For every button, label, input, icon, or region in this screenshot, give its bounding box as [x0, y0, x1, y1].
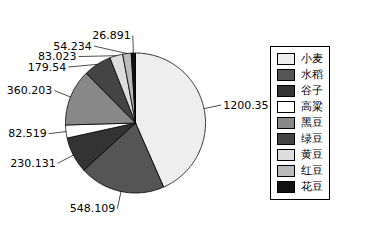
html-text:高粱: 高粱 [301, 100, 323, 113]
html-text:黑豆: 黑豆 [301, 116, 323, 129]
html-text:谷子: 谷子 [301, 84, 323, 97]
svg-text:360.203: 360.203 [7, 84, 53, 97]
svg-text:230.131: 230.131 [10, 157, 56, 170]
html-text:水稻: 水稻 [301, 68, 323, 81]
html-text:绿豆: 绿豆 [301, 132, 323, 145]
svg-text:54.234: 54.234 [53, 40, 92, 53]
svg-text:1200.35: 1200.35 [223, 99, 269, 112]
html-text:黄豆: 黄豆 [301, 148, 323, 161]
svg-text:179.54: 179.54 [27, 60, 67, 74]
svg-text:83.023: 83.023 [38, 50, 77, 64]
html-text:红豆: 红豆 [301, 164, 323, 177]
html-text:小麦: 小麦 [301, 52, 323, 65]
html-text:花豆: 花豆 [301, 180, 323, 193]
svg-text:82.519: 82.519 [8, 127, 47, 140]
svg-text:548.109: 548.109 [70, 202, 116, 215]
svg-text:26.891: 26.891 [92, 29, 131, 42]
